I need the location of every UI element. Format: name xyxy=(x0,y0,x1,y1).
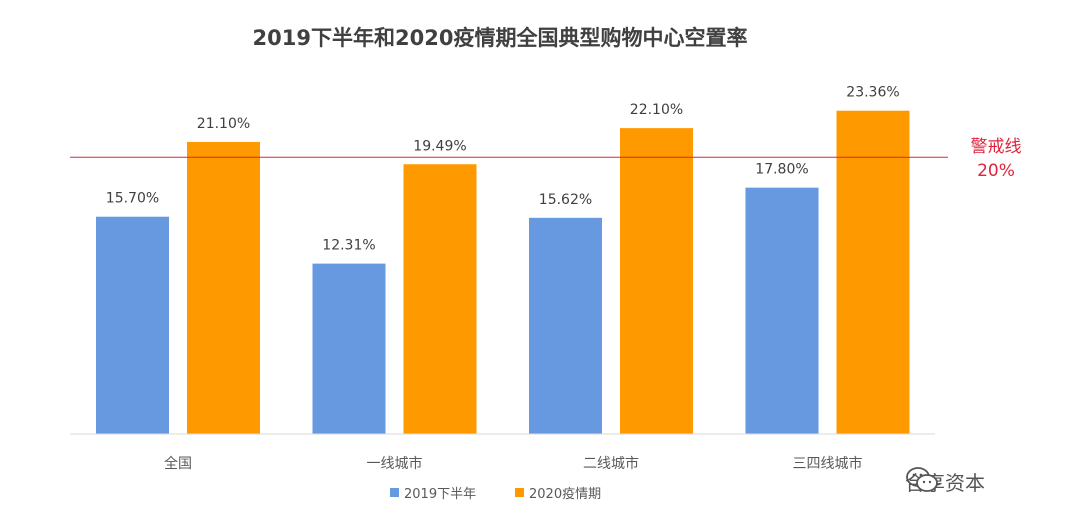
bar xyxy=(620,128,693,434)
reference-label: 警戒线 xyxy=(971,137,1022,157)
legend-swatch xyxy=(515,488,524,497)
data-label: 22.10% xyxy=(630,102,683,118)
wechat-icon xyxy=(906,467,938,492)
category-label: 二线城市 xyxy=(583,455,639,472)
data-label: 21.10% xyxy=(197,116,250,132)
chart-title: 2019下半年和2020疫情期全国典型购物中心空置率 xyxy=(252,26,748,50)
legend: 2019下半年 2020疫情期 xyxy=(390,486,601,502)
legend-label: 2019下半年 xyxy=(404,487,476,502)
bar xyxy=(745,187,819,434)
bar xyxy=(96,216,169,434)
data-label: 17.80% xyxy=(755,162,808,178)
bar xyxy=(403,164,477,434)
legend-label: 2020疫情期 xyxy=(529,486,601,502)
category-label: 全国 xyxy=(164,455,192,472)
data-label: 23.36% xyxy=(846,85,899,101)
data-label: 19.49% xyxy=(413,138,466,154)
bar xyxy=(836,110,910,434)
legend-swatch xyxy=(390,488,399,497)
bar xyxy=(312,263,386,434)
category-labels-layer: 全国 一线城市 二线城市 三四线城市 xyxy=(164,455,863,472)
bar xyxy=(529,217,602,434)
bar xyxy=(187,141,260,434)
watermark: 合享资本 xyxy=(905,466,985,496)
category-label: 一线城市 xyxy=(367,455,423,472)
data-label: 15.70% xyxy=(106,191,159,207)
bars-layer xyxy=(96,110,910,434)
data-label: 15.62% xyxy=(539,192,592,208)
value-labels-layer: 15.70% 21.10% 12.31% 19.49% 15.62% 22.10% 17.8… xyxy=(106,85,900,254)
reference-value-label: 20% xyxy=(977,161,1015,181)
reference-line-layer: 警戒线 20% xyxy=(70,137,1022,181)
data-label: 12.31% xyxy=(322,238,375,254)
category-label: 三四线城市 xyxy=(793,455,863,472)
